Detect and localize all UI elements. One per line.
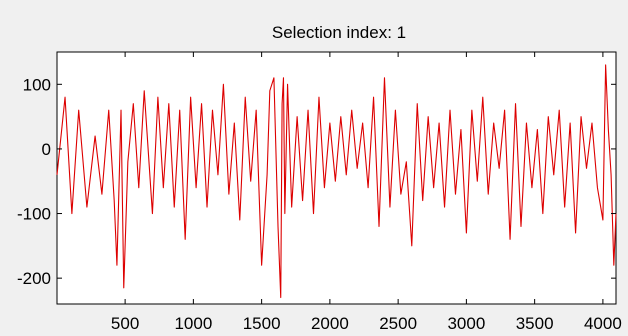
x-tick-label: 4000 (584, 314, 622, 333)
x-tick-label: 1500 (243, 314, 281, 333)
x-tick-label: 3000 (447, 314, 485, 333)
x-axis-ticks: 500 1000 1500 2000 2500 3000 3500 4000 (111, 52, 622, 333)
x-tick-label: 500 (111, 314, 139, 333)
x-tick-label: 3500 (516, 314, 554, 333)
axes-box (56, 51, 617, 305)
y-tick-label: 100 (23, 75, 51, 94)
y-tick-label: -200 (17, 269, 51, 288)
y-tick-label: -100 (17, 205, 51, 224)
plot-area (56, 51, 617, 305)
y-axis-ticks: 100 0 -100 -200 (17, 75, 616, 288)
x-tick-label: 2000 (311, 314, 349, 333)
x-tick-label: 2500 (379, 314, 417, 333)
x-tick-label: 1000 (174, 314, 212, 333)
chart-title: Selection index: 1 (272, 23, 406, 42)
y-tick-label: 0 (42, 140, 51, 159)
series-line (56, 64, 617, 299)
